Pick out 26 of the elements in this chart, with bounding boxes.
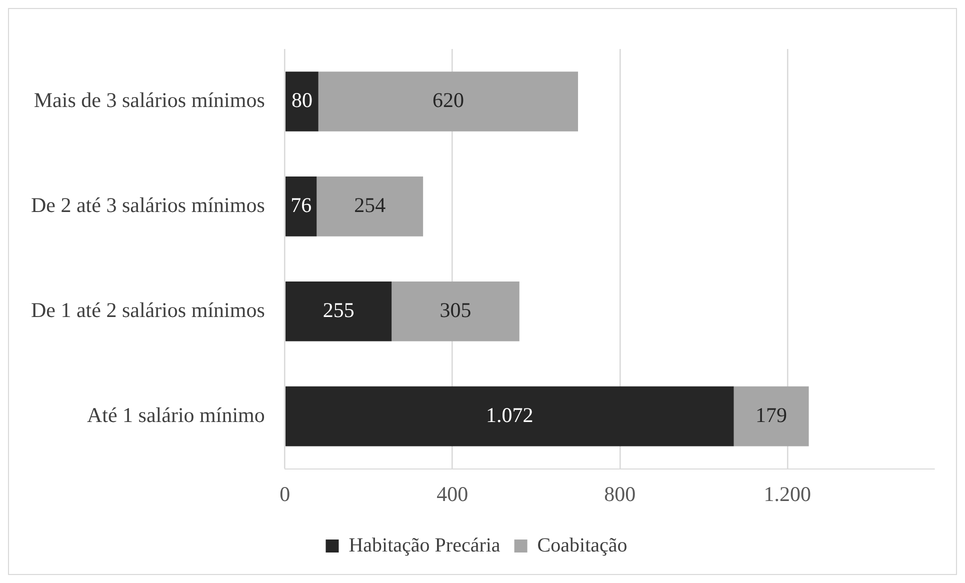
data-label: 255 (322, 298, 354, 322)
y-tick-label: Até 1 salário mínimo (86, 402, 265, 427)
data-label: 179 (756, 402, 788, 427)
x-tick-label: 400 (436, 482, 468, 506)
x-tick-label: 800 (604, 482, 636, 506)
x-tick-label: 0 (280, 482, 290, 506)
data-label: 80 (291, 88, 312, 112)
legend-label: Coabitação (537, 534, 628, 556)
bar (392, 281, 520, 342)
data-label: 620 (432, 88, 464, 112)
legend-label: Habitação Precária (348, 534, 500, 556)
data-label: 76 (290, 192, 312, 217)
bar (318, 72, 578, 132)
y-tick-label: De 1 até 2 salários mínimos (30, 298, 265, 322)
data-label: 305 (440, 298, 472, 322)
bar (286, 72, 318, 132)
bar (286, 281, 392, 342)
x-tick-label: 1.200 (764, 482, 812, 506)
bar (286, 176, 317, 236)
data-label: 1.072 (486, 402, 534, 427)
bar (286, 386, 734, 446)
y-tick-label: Mais de 3 salários mínimos (34, 88, 265, 112)
bar (316, 176, 424, 236)
data-label: 254 (354, 192, 386, 217)
y-tick-label: De 2 até 3 salários mínimos (30, 192, 265, 217)
bar (734, 386, 809, 446)
